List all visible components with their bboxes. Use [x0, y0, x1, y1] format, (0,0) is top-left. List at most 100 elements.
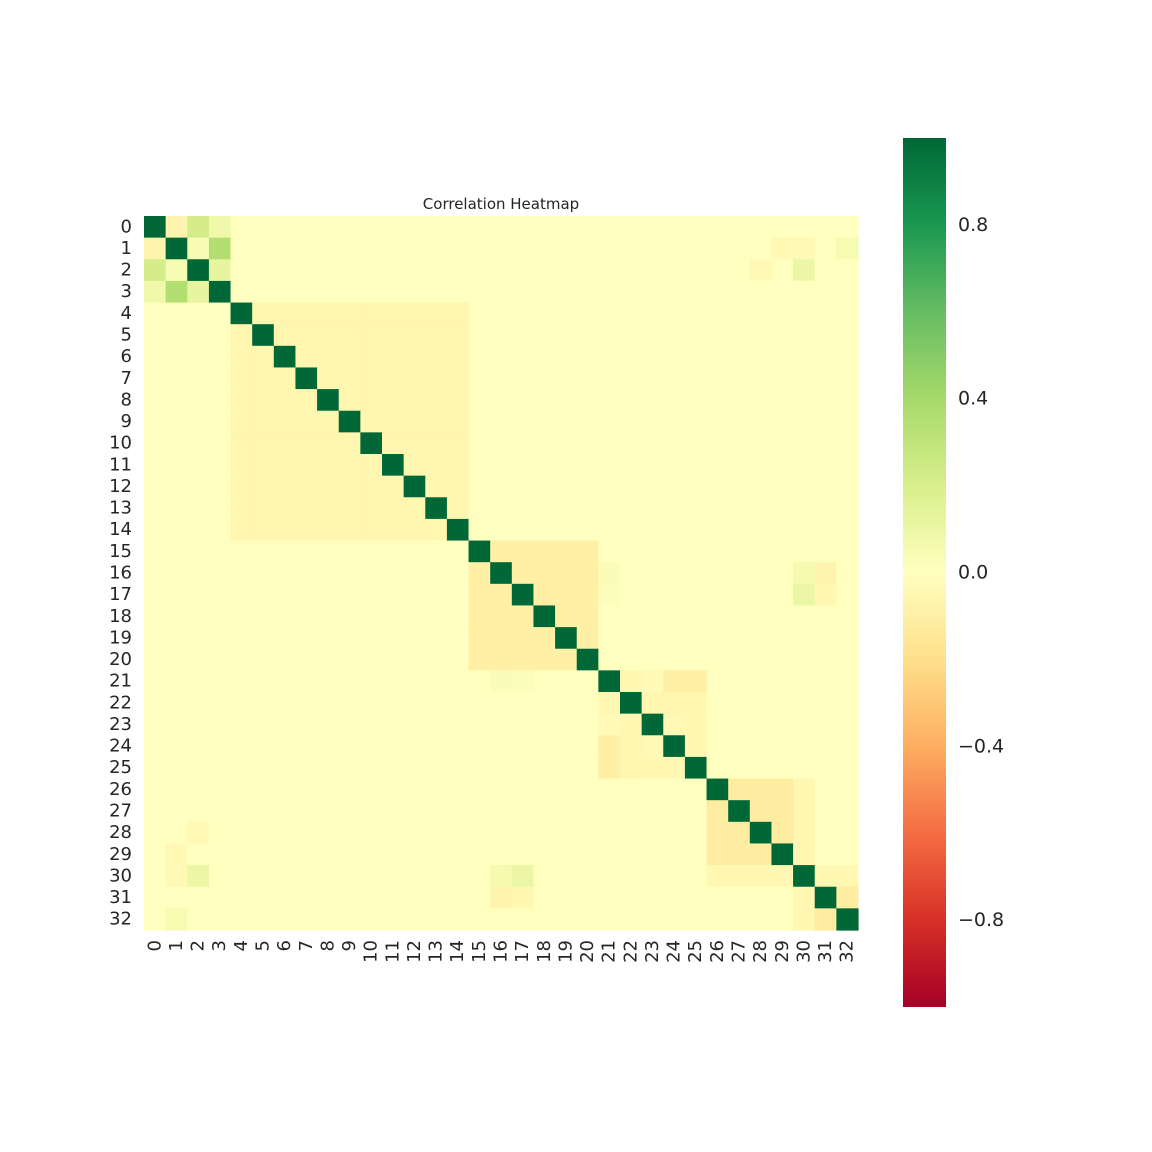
heatmap-cell — [382, 324, 405, 347]
heatmap-cell — [295, 562, 318, 585]
heatmap-cell — [706, 410, 729, 433]
heatmap-cell — [814, 518, 837, 542]
heatmap-cell — [836, 562, 859, 585]
heatmap-cell — [641, 540, 664, 563]
heatmap-cell — [771, 454, 794, 477]
heatmap-cell — [446, 800, 470, 823]
heatmap-cell — [511, 778, 535, 801]
heatmap-cell — [360, 237, 383, 260]
heatmap-cell — [230, 756, 253, 780]
heatmap-cell — [144, 843, 167, 866]
heatmap-cell — [273, 410, 297, 433]
heatmap-cell — [273, 627, 297, 650]
heatmap-cell — [771, 713, 794, 736]
heatmap-cell — [684, 692, 708, 715]
heatmap-cell — [208, 518, 232, 542]
heatmap-cell — [641, 735, 664, 758]
heatmap-cell — [295, 605, 318, 628]
heatmap-cell — [576, 454, 599, 477]
heatmap-cell — [165, 237, 188, 260]
heatmap-cell — [598, 843, 621, 866]
heatmap-cell — [793, 648, 816, 671]
row-tick-label: 22 — [109, 692, 132, 713]
heatmap-cell — [706, 259, 729, 282]
heatmap-cell — [446, 410, 470, 433]
heatmap-cell — [728, 865, 751, 888]
heatmap-cell — [252, 627, 275, 650]
heatmap-cell — [663, 800, 686, 823]
column-tick-label: 20 — [577, 940, 598, 963]
heatmap-cell — [165, 778, 188, 801]
heatmap-cell — [338, 778, 361, 801]
heatmap-cell — [360, 756, 383, 780]
heatmap-cell — [468, 843, 491, 866]
heatmap-cell — [382, 302, 405, 325]
heatmap-cell — [598, 540, 621, 563]
heatmap-cell — [403, 280, 426, 304]
heatmap-cell — [511, 540, 535, 563]
heatmap-cell — [771, 756, 794, 780]
heatmap-cell — [252, 497, 275, 520]
heatmap-cell — [230, 692, 253, 715]
heatmap-cell — [230, 540, 253, 563]
heatmap-cell — [814, 540, 837, 563]
heatmap-cell — [230, 324, 253, 347]
heatmap-cell — [706, 756, 729, 780]
heatmap-cell — [425, 259, 448, 282]
heatmap-cell — [382, 692, 405, 715]
heatmap-cell — [144, 237, 167, 260]
heatmap-cell — [382, 648, 405, 671]
heatmap-cell — [684, 280, 708, 304]
heatmap-cell — [749, 778, 773, 801]
heatmap-cell — [771, 583, 794, 607]
heatmap-cell — [403, 497, 426, 520]
heatmap-cell — [663, 345, 686, 369]
heatmap-cell — [360, 605, 383, 628]
heatmap-cell — [706, 843, 729, 866]
heatmap-cell — [620, 562, 643, 585]
heatmap-cell — [663, 562, 686, 585]
heatmap-cell — [533, 497, 556, 520]
heatmap-cell — [836, 518, 859, 542]
heatmap-cell — [533, 800, 556, 823]
heatmap-cell — [555, 756, 578, 780]
heatmap-cell — [598, 562, 621, 585]
heatmap-cell — [749, 562, 773, 585]
heatmap-cell — [338, 432, 361, 455]
heatmap-cell — [295, 302, 318, 325]
heatmap-cell — [360, 562, 383, 585]
heatmap-cell — [403, 475, 426, 498]
row-tick-label: 8 — [121, 389, 132, 410]
heatmap-cell — [446, 454, 470, 477]
heatmap-cell — [317, 865, 340, 888]
heatmap-cell — [749, 432, 773, 455]
heatmap-cell — [144, 497, 167, 520]
heatmap-cell — [511, 886, 535, 909]
heatmap-cell — [663, 756, 686, 780]
heatmap-cell — [165, 454, 188, 477]
heatmap-cell — [403, 605, 426, 628]
heatmap-cell — [533, 216, 556, 239]
heatmap-cell — [490, 865, 513, 888]
heatmap-cell — [620, 280, 643, 304]
heatmap-cell — [576, 605, 599, 628]
heatmap-cell — [187, 345, 210, 369]
heatmap-cell — [511, 389, 535, 412]
heatmap-cell — [533, 908, 556, 931]
column-tick-label: 19 — [555, 940, 576, 963]
heatmap-cell — [576, 475, 599, 498]
heatmap-cell — [555, 886, 578, 909]
heatmap-cell — [230, 410, 253, 433]
heatmap-cell — [793, 713, 816, 736]
column-tick-label: 4 — [231, 940, 252, 951]
heatmap-cell — [468, 454, 491, 477]
column-tick-label: 26 — [707, 940, 728, 963]
heatmap-cell — [620, 713, 643, 736]
heatmap-cell — [555, 865, 578, 888]
heatmap-cell — [620, 692, 643, 715]
heatmap-cell — [641, 280, 664, 304]
heatmap-cell — [360, 475, 383, 498]
heatmap-cell — [317, 692, 340, 715]
heatmap-cell — [382, 454, 405, 477]
heatmap-cell — [165, 865, 188, 888]
